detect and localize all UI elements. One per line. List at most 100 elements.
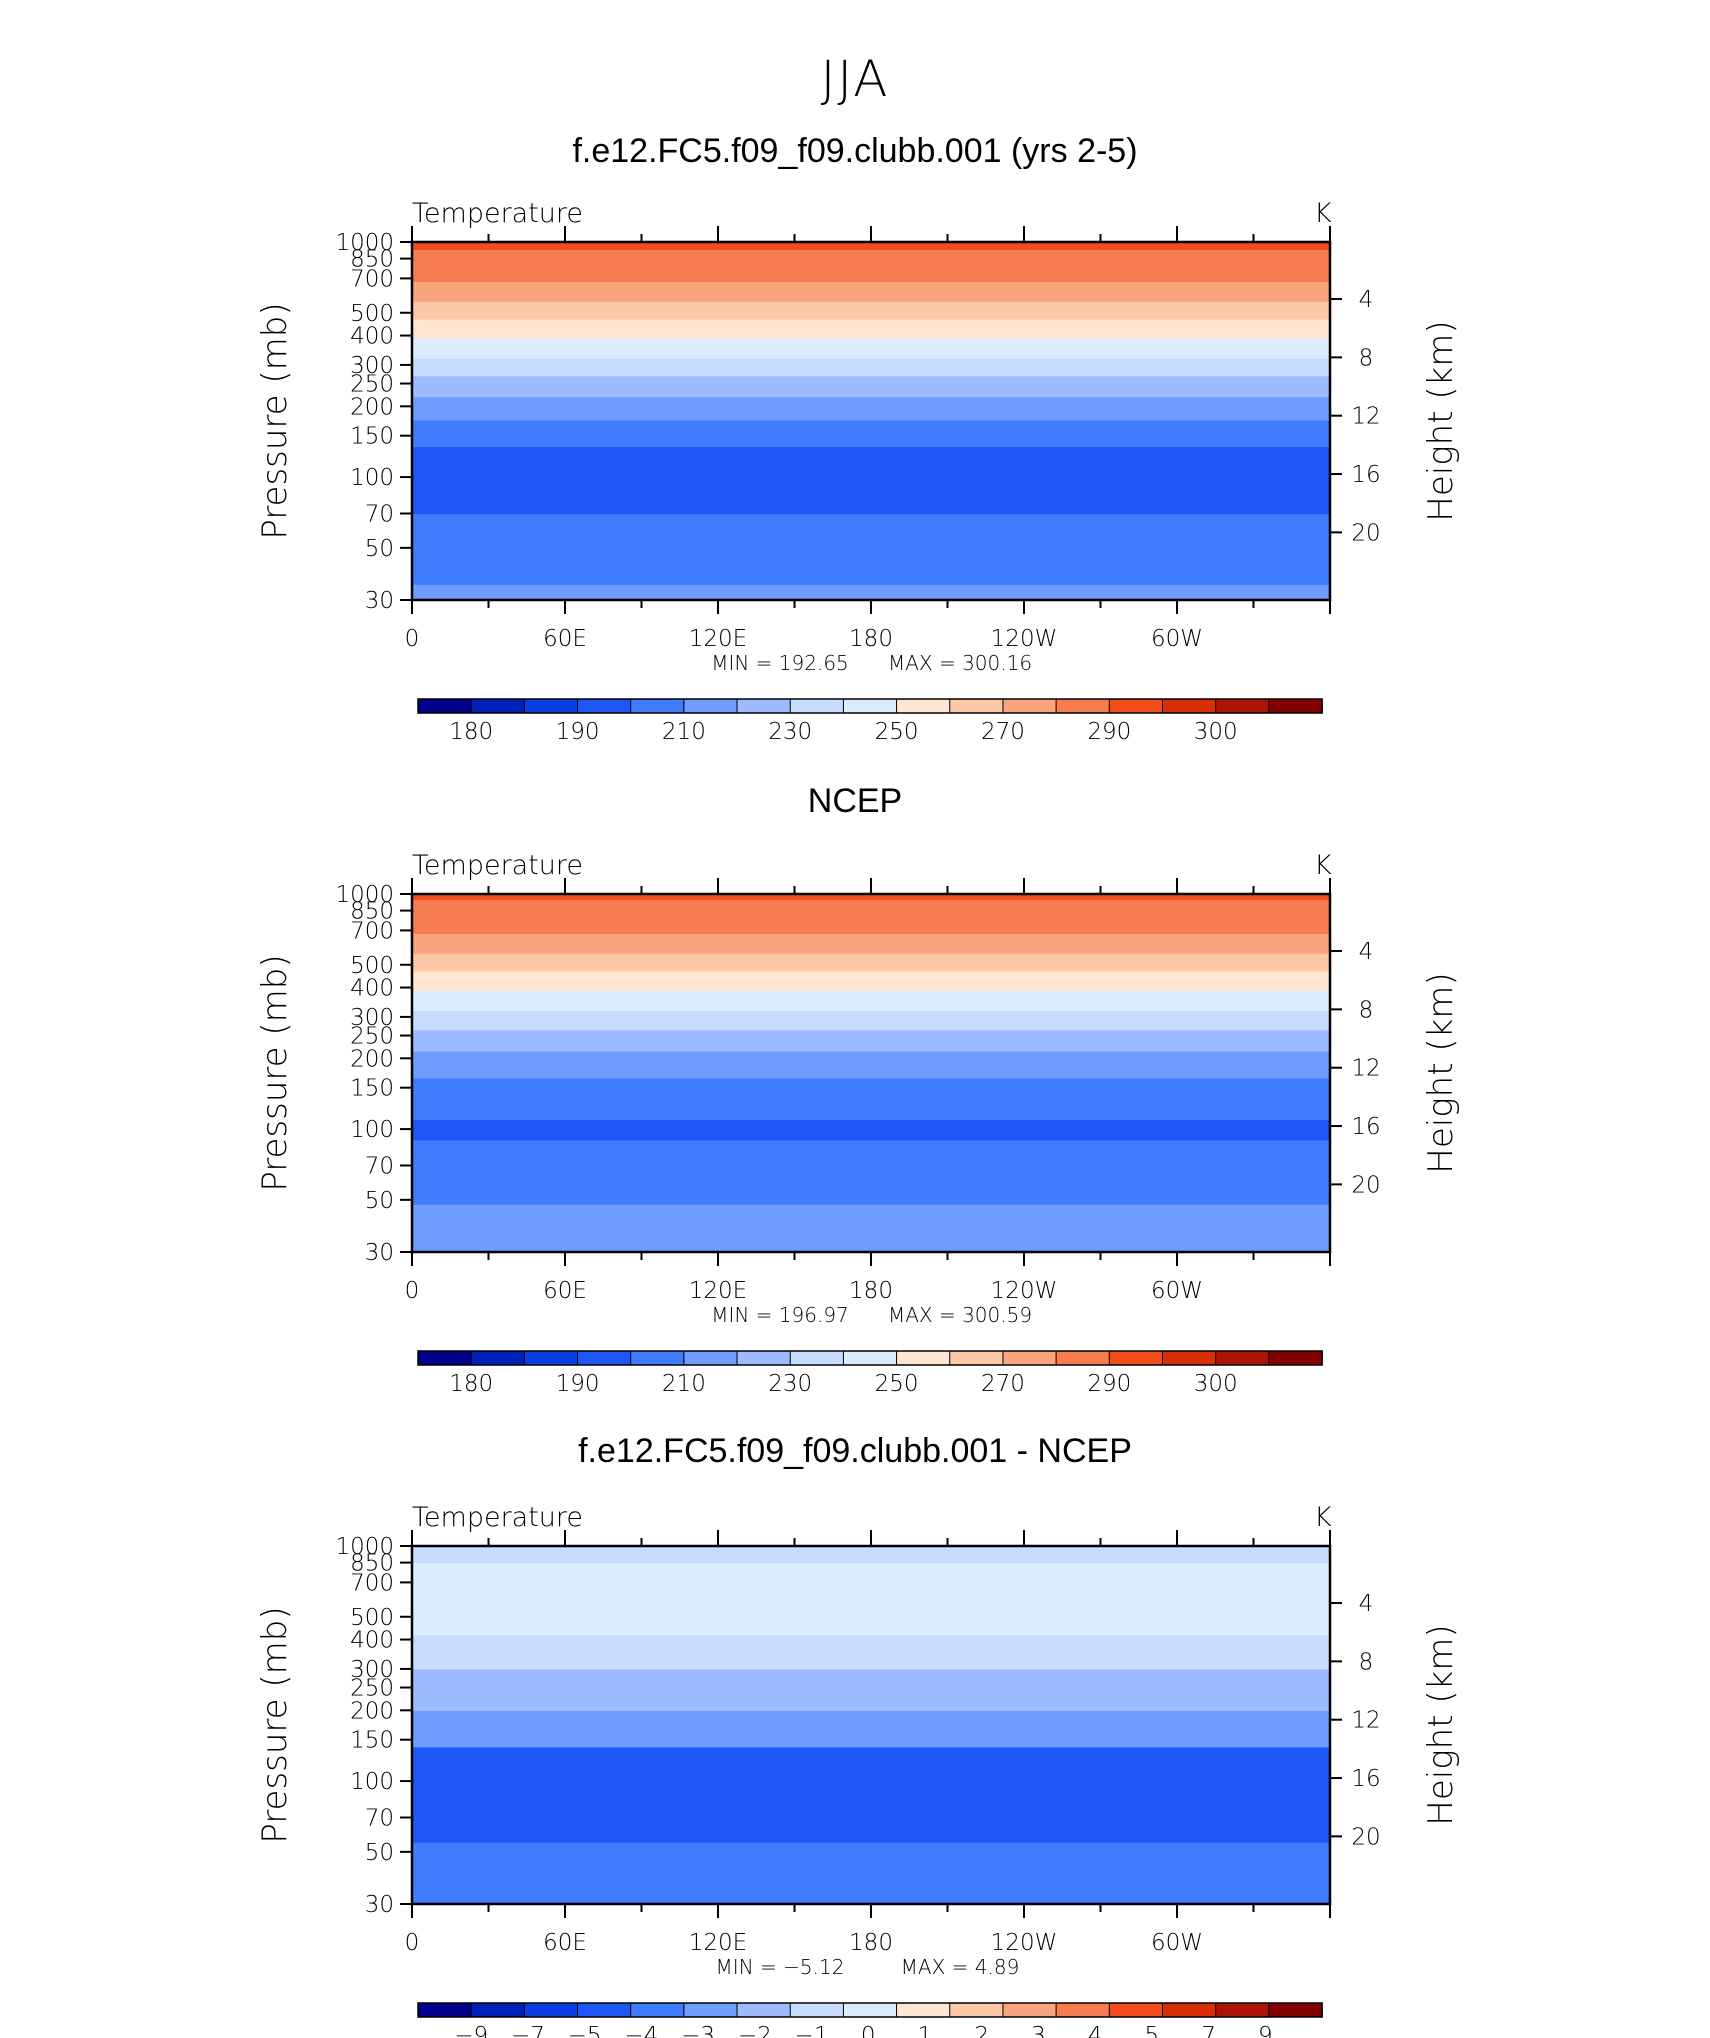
colorbar-swatch — [523, 1350, 579, 1366]
colorbar-swatch — [949, 698, 1004, 714]
colorbar-swatch — [1002, 698, 1057, 714]
colorbar-swatch — [1215, 698, 1270, 714]
lon-tick-label: 60E — [543, 1278, 587, 1304]
min-label: MIN = −5.12 — [716, 1955, 845, 1979]
contour-band — [412, 1050, 1330, 1079]
pressure-tick-label: 400 — [350, 324, 394, 350]
colorbar-label: 2 — [974, 2023, 989, 2038]
colorbar-swatch — [896, 698, 951, 714]
colorbar-frame — [417, 2002, 1323, 2018]
colorbar-label: 270 — [981, 1371, 1025, 1397]
field-label: Temperature — [412, 1502, 583, 1533]
colorbar-swatch — [896, 1350, 951, 1366]
contour-band — [412, 1204, 1330, 1253]
colorbar-swatch — [1268, 2002, 1323, 2018]
colorbar-swatch — [1055, 1350, 1111, 1366]
colorbar-label: 0 — [861, 2023, 876, 2038]
contour-band — [412, 1582, 1330, 1636]
colorbar-frame — [417, 1350, 1323, 1366]
y2-axis-title: Height (km) — [1421, 320, 1461, 521]
lon-tick-label: 120W — [991, 1278, 1058, 1304]
lon-tick-label: 120E — [689, 1930, 747, 1956]
height-tick-label: 20 — [1351, 1172, 1380, 1198]
height-tick-label: 12 — [1351, 404, 1380, 430]
colorbar-swatch — [842, 2002, 898, 2018]
colorbar-label: 250 — [875, 719, 919, 745]
colorbar-label: −4 — [624, 2023, 658, 2038]
height-tick-label: 8 — [1359, 345, 1374, 371]
height-tick-label: 16 — [1351, 1766, 1380, 1792]
height-tick-label: 8 — [1359, 1649, 1374, 1675]
pressure-tick-label: 200 — [350, 1046, 394, 1072]
colorbar-swatch — [842, 1350, 898, 1366]
pressure-tick-label: 500 — [350, 953, 394, 979]
colorbar-swatch — [736, 698, 792, 714]
contour-band — [412, 521, 1330, 585]
colorbar-swatch — [1108, 1350, 1164, 1366]
contour-band — [412, 458, 1330, 515]
lon-tick-label: 120W — [991, 626, 1058, 652]
pressure-tick-label: 300 — [350, 1657, 394, 1683]
contour-band — [412, 1746, 1330, 1805]
contour-band — [412, 1010, 1330, 1031]
pressure-tick-label: 700 — [350, 266, 394, 292]
colorbar-label: 1 — [918, 2023, 933, 2038]
colorbar-frame — [417, 698, 1323, 714]
colorbar-swatch — [896, 2002, 951, 2018]
pressure-tick-label: 700 — [350, 1570, 394, 1596]
colorbar-label: 230 — [768, 719, 812, 745]
max-label: MAX = 300.59 — [888, 1303, 1032, 1327]
colorbar-swatch — [630, 2002, 685, 2018]
contour-band — [412, 1634, 1330, 1670]
colorbar-swatch — [1108, 698, 1164, 714]
colorbar-swatch — [1055, 698, 1111, 714]
colorbar-label: −5 — [568, 2023, 602, 2038]
colorbar-swatch — [949, 1350, 1004, 1366]
colorbar-swatch — [683, 2002, 738, 2018]
pressure-tick-label: 50 — [365, 1188, 394, 1214]
pressure-tick-label: 50 — [365, 1840, 394, 1866]
contour-band — [412, 446, 1330, 460]
colorbar-swatch — [1268, 1350, 1323, 1366]
height-tick-label: 20 — [1351, 1824, 1380, 1850]
colorbar-swatch — [789, 698, 845, 714]
pressure-tick-label: 100 — [350, 1769, 394, 1795]
y-axis-title: Pressure (mb) — [255, 954, 295, 1191]
pressure-tick-label: 70 — [365, 1805, 394, 1831]
contour-band — [412, 908, 1330, 934]
colorbar-label: 180 — [449, 1371, 493, 1397]
min-label: MIN = 196.97 — [711, 1303, 849, 1327]
colorbar-swatch — [1161, 2002, 1217, 2018]
colorbar-swatch — [470, 1350, 526, 1366]
lon-tick-label: 60W — [1151, 626, 1203, 652]
contour-band — [412, 358, 1330, 377]
pressure-tick-label: 700 — [350, 918, 394, 944]
contour-band — [412, 894, 1330, 900]
height-tick-label: 12 — [1351, 1708, 1380, 1734]
contour-band — [412, 513, 1330, 522]
colorbar-swatch — [523, 2002, 579, 2018]
panel-1: Temperature K3050701001502002503004005007… — [255, 198, 1461, 745]
colorbar-label: 250 — [875, 1371, 919, 1397]
contour-band — [412, 971, 1330, 991]
colorbar-swatch — [842, 698, 898, 714]
pressure-tick-label: 200 — [350, 1698, 394, 1724]
colorbar-label: 180 — [449, 719, 493, 745]
lon-tick-label: 60E — [543, 1930, 587, 1956]
y2-axis-title: Height (km) — [1421, 1624, 1461, 1825]
pressure-tick-label: 1000 — [335, 1534, 394, 1560]
contour-band — [412, 396, 1330, 421]
height-tick-label: 12 — [1351, 1056, 1380, 1082]
pressure-tick-label: 30 — [365, 1240, 394, 1266]
colorbar-label: 4 — [1088, 2023, 1103, 2038]
pressure-tick-label: 150 — [350, 1076, 394, 1102]
contour-band — [412, 1119, 1330, 1141]
colorbar-swatch — [1215, 1350, 1270, 1366]
colorbar-swatch — [470, 698, 526, 714]
figure-title: JJA — [820, 50, 890, 108]
contour-band — [412, 249, 1330, 260]
pressure-tick-label: 30 — [365, 1892, 394, 1918]
contour-band — [412, 953, 1330, 972]
contour-band — [412, 375, 1330, 398]
colorbar-swatch — [736, 1350, 792, 1366]
